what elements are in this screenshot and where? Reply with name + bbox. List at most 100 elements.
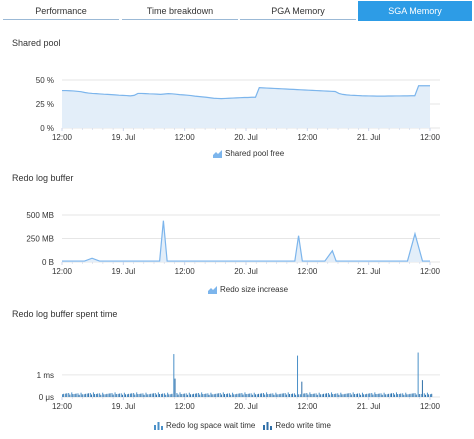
x-tick-label: 12:00	[420, 267, 441, 276]
bar	[168, 394, 170, 397]
bar	[408, 394, 410, 397]
y-tick-label: 250 MB	[26, 235, 54, 244]
bar	[123, 392, 125, 397]
bar	[81, 394, 83, 397]
bar	[242, 394, 244, 397]
bar	[319, 394, 321, 397]
legend-item-shared-pool-free[interactable]: Shared pool free	[213, 149, 284, 158]
bar	[315, 393, 317, 397]
bar	[270, 393, 272, 397]
x-tick-label: 12:00	[52, 402, 73, 411]
bar	[77, 393, 79, 397]
x-tick-label: 12:00	[420, 402, 441, 411]
bar	[293, 393, 295, 397]
bar	[193, 393, 195, 397]
bar	[338, 394, 340, 397]
bar	[208, 394, 210, 397]
tab-performance[interactable]: Performance	[3, 2, 119, 20]
bar	[201, 392, 203, 397]
bar	[400, 393, 402, 397]
bar	[310, 394, 312, 397]
bar	[428, 394, 430, 397]
bar	[332, 394, 334, 397]
bar	[112, 394, 114, 397]
bar	[406, 394, 408, 397]
y-tick-label: 500 MB	[26, 211, 54, 220]
bar	[402, 393, 404, 397]
bar	[368, 393, 370, 397]
bar	[403, 394, 405, 397]
bar	[420, 393, 422, 397]
bar	[143, 394, 145, 397]
tab-time-breakdown[interactable]: Time breakdown	[122, 2, 238, 20]
legend-label: Redo write time	[275, 421, 331, 430]
bar	[185, 393, 187, 397]
bar	[125, 394, 127, 397]
bar	[298, 394, 300, 397]
bar	[83, 394, 85, 397]
x-tick-label: 12:00	[297, 267, 318, 276]
bar	[211, 394, 213, 397]
bar	[251, 394, 253, 397]
bar	[225, 393, 227, 397]
bar	[117, 393, 119, 397]
bar	[74, 393, 76, 397]
bar	[68, 393, 70, 397]
bar	[210, 392, 212, 397]
bar	[321, 394, 323, 397]
tab-pga-memory[interactable]: PGA Memory	[240, 2, 356, 20]
bar	[352, 392, 354, 397]
bar	[91, 394, 93, 397]
bar	[253, 392, 255, 397]
bar	[335, 393, 337, 397]
y-tick-label: 50 %	[36, 76, 54, 85]
bar	[108, 393, 110, 397]
section-title-shared-pool: Shared pool	[12, 38, 61, 48]
bar	[250, 393, 252, 397]
bar	[183, 393, 185, 397]
bar	[220, 394, 222, 397]
bar	[346, 393, 348, 397]
tab-sga-memory[interactable]: SGA Memory	[358, 1, 472, 21]
legend-label: Shared pool free	[225, 149, 285, 158]
bar	[244, 392, 246, 397]
bar	[386, 394, 388, 397]
bar	[372, 394, 374, 397]
bar	[266, 392, 268, 397]
bar	[383, 392, 385, 397]
bar	[423, 393, 425, 397]
legend: Shared pool free	[213, 149, 292, 158]
series-area	[62, 85, 430, 128]
bar	[239, 393, 241, 397]
x-tick-label: 12:00	[297, 133, 318, 142]
bar	[356, 393, 358, 397]
bar	[142, 393, 144, 397]
x-tick-label: 12:00	[175, 133, 196, 142]
bar	[259, 393, 261, 397]
bar	[426, 392, 428, 397]
legend-item-redo-write-time[interactable]: Redo write time	[263, 421, 331, 430]
x-tick-label: 21. Jul	[357, 133, 381, 142]
bar	[327, 393, 329, 397]
legend-item-redo-log-space-wait-time[interactable]: Redo log space wait time	[154, 421, 255, 430]
bar	[230, 394, 232, 397]
x-tick-label: 12:00	[297, 402, 318, 411]
bar	[217, 393, 219, 397]
bar	[202, 394, 204, 397]
bar	[306, 393, 308, 397]
bar	[157, 392, 159, 397]
bar	[65, 393, 67, 397]
bar	[186, 394, 188, 397]
bar	[191, 394, 193, 397]
bar	[326, 393, 328, 397]
legend-item-redo-size-increase[interactable]: Redo size increase	[208, 285, 288, 294]
x-tick-label: 21. Jul	[357, 267, 381, 276]
bar	[369, 393, 371, 397]
bar	[412, 393, 414, 397]
bar	[337, 393, 339, 397]
bar	[365, 394, 367, 397]
bar	[358, 393, 360, 397]
bar	[170, 394, 172, 397]
series-line	[62, 85, 430, 100]
bar	[256, 394, 258, 397]
